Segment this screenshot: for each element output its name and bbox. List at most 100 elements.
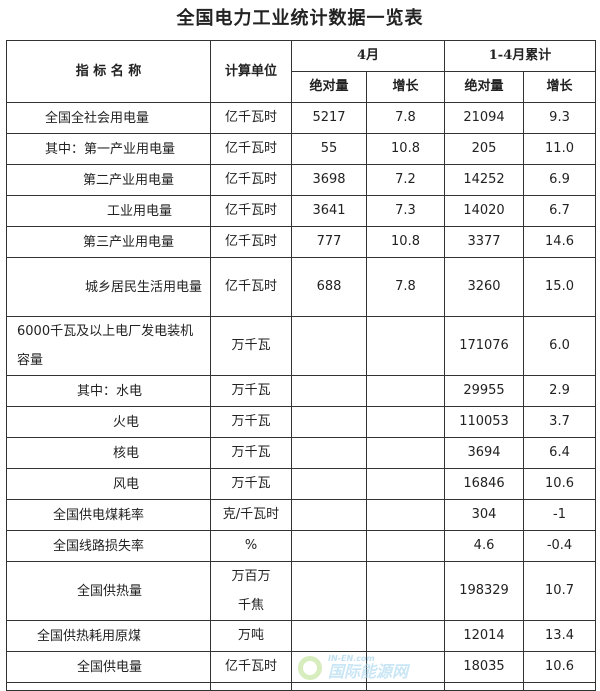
header-unit: 计算单位 (210, 40, 292, 103)
table-row: 全国线路损失率% 4.6 -0.4 (6, 530, 597, 562)
april-absolute: 688 (291, 257, 367, 317)
table-row: 城乡居民生活用电量 亿千瓦时 688 7.8 3260 15.0 (6, 257, 597, 317)
cumulative-growth: 3.7 (523, 406, 597, 438)
row-name: 风电 (6, 468, 211, 500)
cumulative-growth: 9.3 (523, 102, 597, 134)
cumulative-growth: 15.0 (523, 257, 597, 317)
cumulative-absolute: 14020 (444, 195, 525, 227)
cumulative-growth: 6.7 (523, 195, 597, 227)
table-row: 第三产业用电量 亿千瓦时 777 10.8 3377 14.6 (6, 226, 597, 258)
april-absolute (291, 316, 367, 376)
april-absolute: 5217 (291, 102, 367, 134)
row-name: 第三产业用电量 (6, 226, 211, 258)
april-growth: 7.8 (365, 102, 446, 134)
cumulative-absolute: 18035 (444, 651, 525, 683)
cumulative-growth: 6.0 (523, 316, 597, 376)
row-unit: 亿千瓦时 (210, 102, 292, 134)
april-growth (365, 468, 446, 500)
cumulative-growth: 6.9 (523, 164, 597, 196)
row-unit: 亿千瓦时 (210, 133, 292, 165)
table-row: 火电 万千瓦 110053 3.7 (6, 406, 597, 438)
row-unit: 万千瓦 (210, 375, 292, 407)
row-unit: 万千瓦 (210, 437, 292, 469)
table-row: 其中：第一产业用电量 亿千瓦时 55 10.8 205 11.0 (6, 133, 597, 165)
row-name: 火电 (6, 406, 211, 438)
row-unit: % (210, 530, 292, 562)
header-april: 4月 (290, 40, 446, 72)
header-april-growth: 增长 (365, 71, 446, 103)
row-name: 全国全社会用电量 (6, 102, 211, 134)
header-cum-abs: 绝对量 (444, 71, 525, 103)
cumulative-absolute: 171076 (444, 316, 525, 376)
april-absolute (291, 406, 367, 438)
row-name: 全国线路损失率 (6, 530, 211, 562)
april-growth (365, 375, 446, 407)
april-absolute (291, 375, 367, 407)
april-growth: 7.8 (365, 257, 446, 317)
header-april-abs: 绝对量 (291, 71, 367, 103)
cumulative-absolute: 198329 (444, 561, 525, 621)
april-absolute (291, 499, 367, 531)
table-row: 风电 万千瓦 16846 10.6 (6, 468, 597, 500)
cumulative-absolute: 4.6 (444, 530, 525, 562)
cumulative-absolute: 16846 (444, 468, 525, 500)
cumulative-growth: 10.6 (523, 468, 597, 500)
cumulative-absolute: 3377 (444, 226, 525, 258)
cumulative-absolute: 205 (444, 133, 525, 165)
row-name: 全国供电量 (6, 651, 211, 683)
april-absolute: 3641 (291, 195, 367, 227)
row-unit: 亿千瓦时 (210, 651, 292, 683)
april-growth (365, 561, 446, 621)
april-growth (365, 651, 446, 683)
cumulative-growth: 6.4 (523, 437, 597, 469)
april-growth (365, 406, 446, 438)
cumulative-absolute: 12014 (444, 620, 525, 652)
april-absolute (291, 468, 367, 500)
row-name: 全国供电煤耗率 (6, 499, 211, 531)
cumulative-growth: 10.6 (523, 651, 597, 683)
table-row: 核电 万千瓦 3694 6.4 (6, 437, 597, 469)
cumulative-absolute: 14252 (444, 164, 525, 196)
header-name: 指 标 名 称 (6, 40, 211, 103)
april-growth (365, 316, 446, 376)
row-name: 核电 (6, 437, 211, 469)
cumulative-growth: 10.7 (523, 561, 597, 621)
cumulative-growth: 2.9 (523, 375, 597, 407)
april-absolute (291, 437, 367, 469)
row-name: 第二产业用电量 (6, 164, 211, 196)
april-absolute: 777 (291, 226, 367, 258)
header-cumulative: 1-4月累计 (444, 40, 597, 72)
cumulative-growth: 13.4 (523, 620, 597, 652)
table-row: 工业用电量 亿千瓦时 3641 7.3 14020 6.7 (6, 195, 597, 227)
april-growth (365, 499, 446, 531)
row-unit: 亿千瓦时 (210, 164, 292, 196)
cumulative-absolute: 21094 (444, 102, 525, 134)
row-unit: 万千瓦 (210, 468, 292, 500)
april-growth: 7.3 (365, 195, 446, 227)
table-row: 全国全社会用电量 亿千瓦时 5217 7.8 21094 9.3 (6, 102, 597, 134)
cumulative-growth: 11.0 (523, 133, 597, 165)
table-row: 第二产业用电量 亿千瓦时 3698 7.2 14252 6.9 (6, 164, 597, 196)
row-unit: 万千瓦 (210, 406, 292, 438)
row-name: 全国供热耗用原煤 (6, 620, 211, 652)
cumulative-absolute: 110053 (444, 406, 525, 438)
table-row-partial (6, 682, 597, 691)
row-name: 6000千瓦及以上电厂发电装机容量 (6, 316, 211, 376)
row-unit: 亿千瓦时 (210, 195, 292, 227)
cumulative-growth: 14.6 (523, 226, 597, 258)
cumulative-absolute: 3694 (444, 437, 525, 469)
cumulative-growth: -0.4 (523, 530, 597, 562)
april-growth (365, 437, 446, 469)
statistics-table: 指 标 名 称 计算单位 4月 1-4月累计 绝对量 增长 绝对量 增长 全国全… (6, 40, 597, 691)
row-name: 其中：水电 (6, 375, 211, 407)
table-row: 全国供热耗用原煤 万吨 12014 13.4 (6, 620, 597, 652)
row-unit: 万千瓦 (210, 316, 292, 376)
april-growth: 10.8 (365, 133, 446, 165)
april-growth: 10.8 (365, 226, 446, 258)
april-absolute: 3698 (291, 164, 367, 196)
april-absolute (291, 620, 367, 652)
row-unit: 亿千瓦时 (210, 257, 292, 317)
april-growth (365, 530, 446, 562)
row-unit: 亿千瓦时 (210, 226, 292, 258)
cumulative-absolute: 304 (444, 499, 525, 531)
